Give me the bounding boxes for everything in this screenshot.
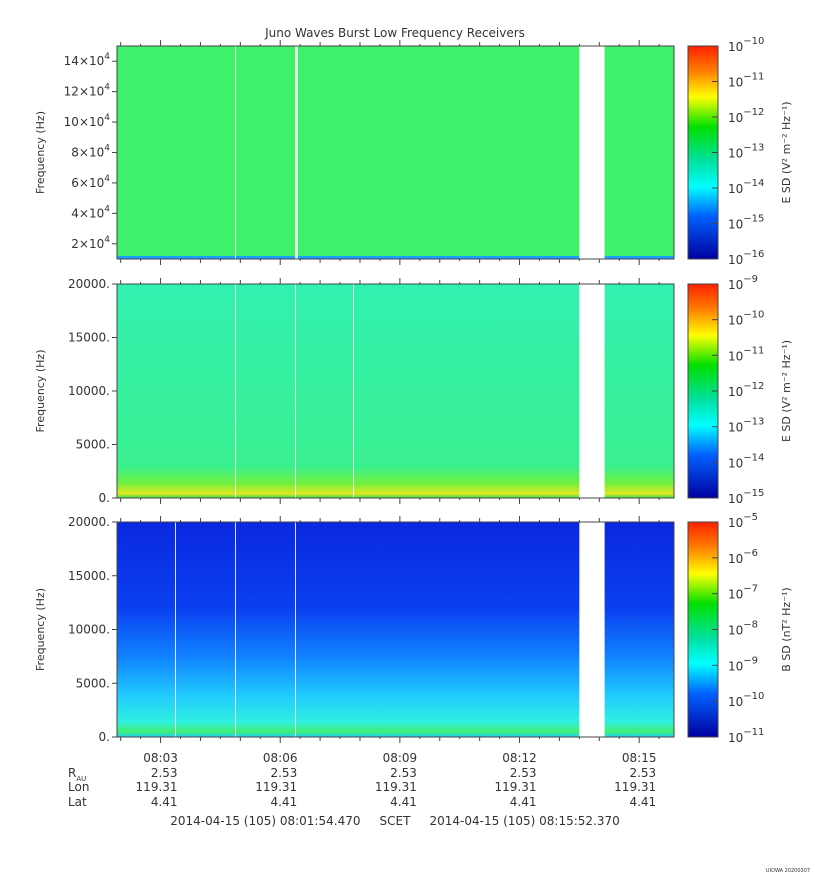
ephemeris-value: 4.41	[270, 795, 297, 809]
credit-label: UIOWA 20200307	[766, 868, 810, 874]
colorbar: 10−9 10−10 10−11 10−12 10−13 10−14 10−15 E SD (…	[687, 274, 793, 506]
colorbar-tick-label: 10−9	[728, 274, 758, 292]
dropout-line	[235, 522, 236, 737]
colorbar-tick-label: 10−8	[728, 620, 758, 638]
y-tick-label: 20000.	[68, 515, 110, 529]
colorbar-tick-label: 10−12	[728, 381, 764, 399]
x-tick-label: 08:09	[383, 751, 418, 765]
ephemeris-value: 2.53	[390, 766, 417, 780]
ephemeris-value: 119.31	[614, 780, 656, 794]
y-tick-label: 0.	[99, 491, 110, 505]
colorbar-tick-label: 10−11	[728, 345, 764, 363]
colorbar: 10−5 10−6 10−7 10−8 10−9 10−10 10−11 B SD (nT² …	[687, 512, 793, 745]
colorbar-tick-label: 10−14	[728, 178, 764, 196]
spectrogram-lowband	[117, 256, 674, 259]
y-axis-label: Frequency (Hz)	[34, 350, 47, 433]
panel-2: 0. 5000. 10000. 15000. 20000. Frequency (Hz) 1…	[34, 274, 793, 506]
y-axis-label: Frequency (Hz)	[34, 588, 47, 671]
colorbar-tick-label: 10−14	[728, 452, 764, 470]
y-tick-label: 12×104	[64, 83, 111, 99]
colorbar-tick-label: 10−13	[728, 143, 764, 161]
x-tick-label: 08:06	[263, 751, 298, 765]
y-tick-label: 4×104	[71, 204, 110, 220]
colorbar-tick-label: 10−16	[728, 249, 764, 267]
dropout-line	[295, 46, 298, 259]
colorbar: 10−10 10−11 10−12 10−13 10−14 10−15 10−16 E SD …	[687, 36, 793, 267]
colorbar-label: E SD (V² m⁻² Hz⁻¹)	[780, 101, 793, 203]
y-tick-label: 0.	[99, 730, 110, 744]
x-tick-label: 08:12	[502, 751, 537, 765]
colorbar-tick-label: 10−11	[728, 72, 764, 90]
colorbar-tick-label: 10−6	[728, 548, 758, 566]
colorbar-tick-label: 10−13	[728, 417, 764, 435]
data-gap	[579, 46, 605, 259]
ephemeris-value: 2.53	[151, 766, 178, 780]
colorbar-tick-label: 10−15	[728, 488, 764, 506]
dropout-line	[295, 284, 296, 498]
ephemeris-value: 119.31	[495, 780, 537, 794]
y-tick-label: 15000.	[68, 331, 110, 345]
ephemeris-value: 2.53	[510, 766, 537, 780]
colorbar-label: E SD (V² m⁻² Hz⁻¹)	[780, 340, 793, 442]
colorbar-tick-label: 10−9	[728, 655, 758, 673]
y-tick-label: 5000.	[76, 676, 110, 690]
data-gap	[579, 284, 605, 498]
ephemeris-value: 119.31	[255, 780, 297, 794]
ephemeris-value: 2.53	[270, 766, 297, 780]
colorbar-tick-label: 10−7	[728, 584, 758, 602]
spectrogram-panels: 2×104 4×104 6×104 8×104 10×104 12×104 14×104 Fr…	[34, 36, 793, 745]
y-tick-label: 6×104	[71, 174, 110, 190]
ephemeris-table: RAU 2.53 2.53 2.53 2.53 2.53 Lon 119.31 119.31 11…	[68, 766, 656, 809]
time-axis: 08:03 08:06 08:09 08:12 08:15	[143, 751, 656, 765]
ephemeris-value: 119.31	[375, 780, 417, 794]
colorbar-tick-label: 10−10	[728, 691, 764, 709]
ephemeris-value: 2.53	[629, 766, 656, 780]
y-tick-label: 15000.	[68, 569, 110, 583]
dropout-line	[353, 284, 354, 498]
time-range-label: 2014-04-15 (105) 08:01:54.470 SCET 2014-…	[170, 814, 620, 828]
colorbar-tick-label: 10−12	[728, 107, 764, 125]
y-tick-label: 14×104	[64, 52, 111, 68]
ephemeris-value: 4.41	[629, 795, 656, 809]
y-tick-label: 10×104	[64, 113, 111, 129]
dropout-line	[235, 46, 236, 259]
dropout-line	[295, 522, 296, 737]
ephemeris-value: 4.41	[390, 795, 417, 809]
ephemeris-value: 4.41	[151, 795, 178, 809]
y-tick-label: 20000.	[68, 277, 110, 291]
y-tick-label: 2×104	[71, 235, 110, 251]
ephemeris-value: 4.41	[510, 795, 537, 809]
ephemeris-row-label: Lon	[68, 780, 89, 794]
x-tick-label: 08:15	[622, 751, 657, 765]
ephemeris-row-label: Lat	[68, 795, 87, 809]
panel-1: 2×104 4×104 6×104 8×104 10×104 12×104 14×104 Fr…	[34, 36, 793, 267]
dropout-line	[175, 522, 176, 737]
colorbar-tick-label: 10−11	[728, 727, 764, 745]
colorbar-tick-label: 10−10	[728, 36, 764, 54]
ephemeris-row-label: RAU	[68, 766, 86, 783]
x-tick-label: 08:03	[143, 751, 178, 765]
y-tick-label: 8×104	[71, 144, 110, 160]
y-axis-label: Frequency (Hz)	[34, 111, 47, 194]
colorbar-tick-label: 10−15	[728, 214, 764, 232]
dropout-line	[235, 284, 236, 498]
data-gap	[579, 522, 605, 737]
chart-title: Juno Waves Burst Low Frequency Receivers	[264, 26, 525, 40]
panel-3: 0. 5000. 10000. 15000. 20000. Frequency (Hz) 1…	[34, 512, 793, 745]
y-tick-label: 10000.	[68, 384, 110, 398]
colorbar-tick-label: 10−10	[728, 310, 764, 328]
y-tick-label: 10000.	[68, 623, 110, 637]
colorbar-label: B SD (nT² Hz⁻¹)	[780, 587, 793, 671]
y-tick-label: 5000.	[76, 438, 110, 452]
ephemeris-value: 119.31	[136, 780, 178, 794]
colorbar-tick-label: 10−5	[728, 512, 758, 530]
